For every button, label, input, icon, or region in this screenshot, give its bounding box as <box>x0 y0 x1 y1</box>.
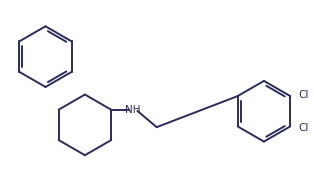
Text: Cl: Cl <box>299 123 309 133</box>
Text: Cl: Cl <box>299 90 309 100</box>
Text: NH: NH <box>125 105 141 115</box>
